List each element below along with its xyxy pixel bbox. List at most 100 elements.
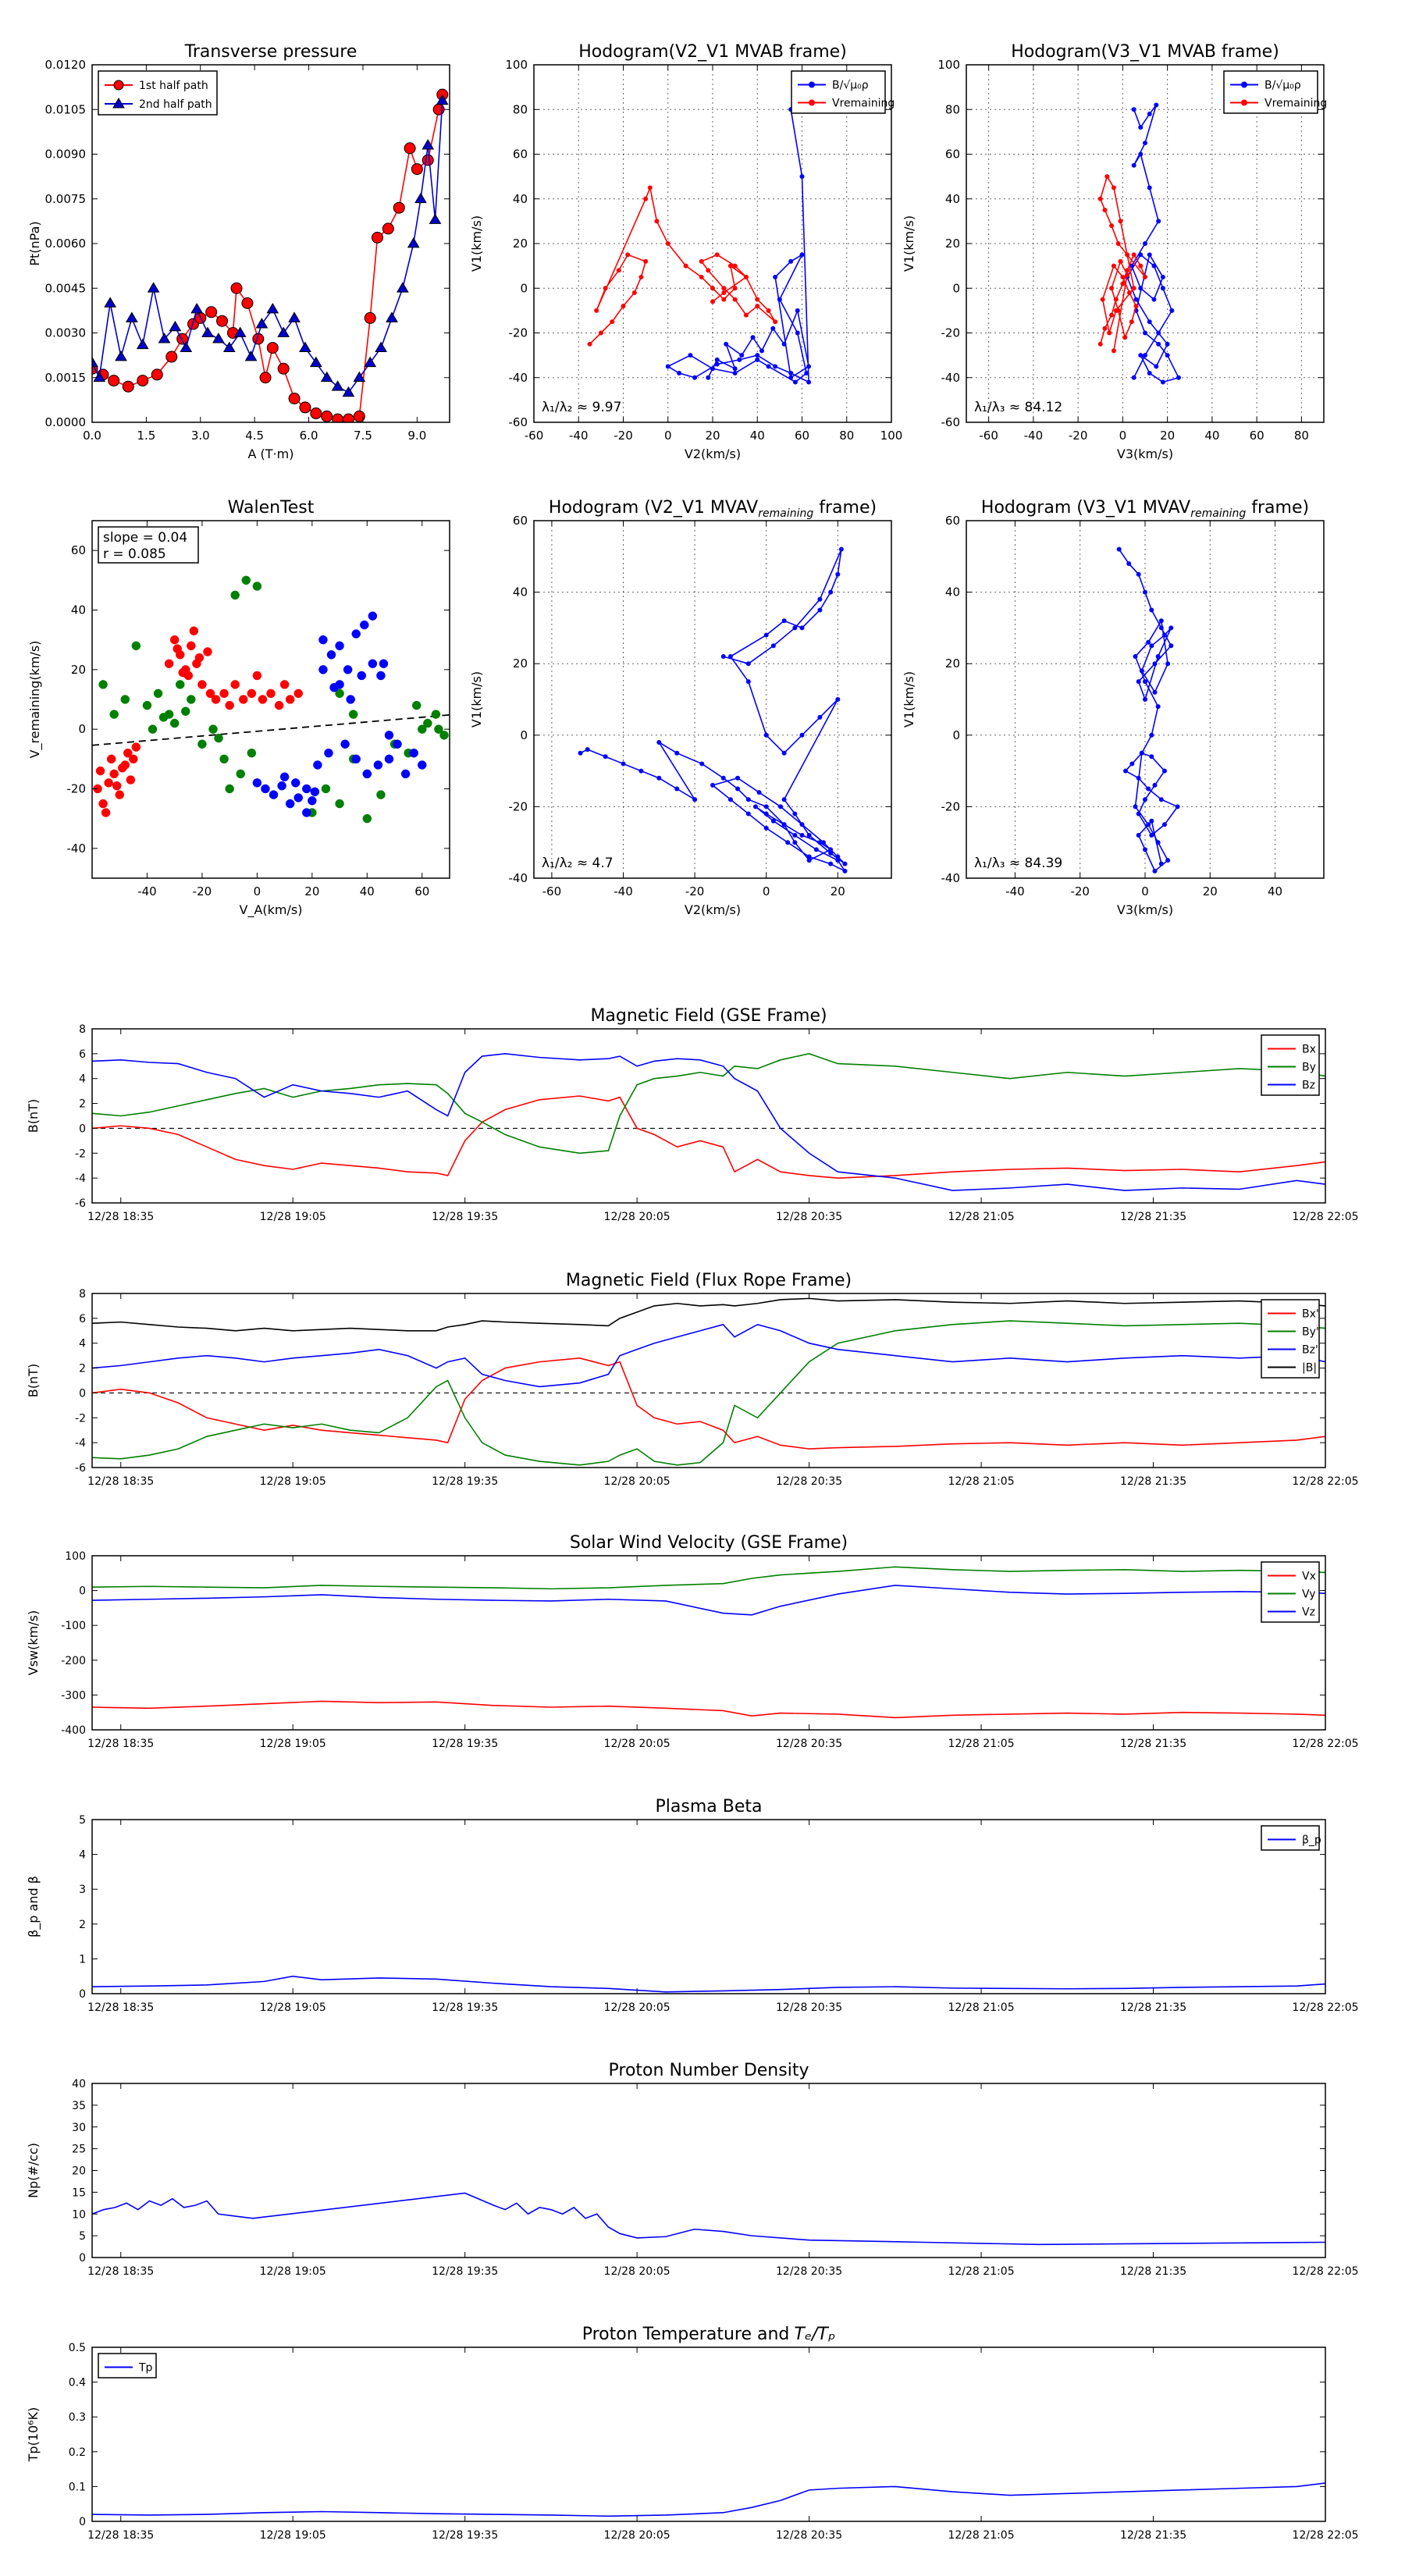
data-point [197, 739, 207, 749]
data-point [95, 766, 105, 776]
chart-beta: 12/28 18:35 12/28 19:05 12/28 19:35 12/28 2… [26, 1797, 1359, 2014]
data-point [755, 357, 760, 362]
x-tick-label: 0 [664, 429, 672, 443]
x-tick-label: 12/28 21:35 [1120, 1211, 1186, 1223]
legend: B/√μ₀ρ Vremaining [1223, 70, 1327, 114]
legend: Tp [98, 2353, 157, 2379]
y-tick-label: 100 [505, 58, 528, 72]
x-tick-label: 12/28 20:05 [604, 1211, 670, 1223]
data-point [781, 341, 787, 347]
data-point [835, 858, 841, 863]
x-tick-label: -20 [1070, 884, 1090, 898]
data-point [1133, 804, 1138, 809]
data-point [692, 375, 698, 380]
data-point [777, 297, 782, 302]
x-tick-label: 12/28 22:05 [1292, 1475, 1358, 1488]
data-point [404, 142, 416, 155]
series-line-0 [92, 94, 443, 420]
chart-title: Magnetic Field (Flux Rope Frame) [566, 1271, 852, 1290]
y-tick-label: 8 [79, 1023, 86, 1036]
data-point [755, 353, 760, 358]
data-point [1107, 330, 1112, 336]
data-point [1165, 341, 1170, 347]
data-point [309, 356, 322, 368]
data-point [1155, 704, 1161, 710]
data-point [585, 747, 590, 753]
data-point [804, 371, 809, 376]
data-point [219, 754, 229, 764]
x-tick-label: 40 [360, 884, 375, 898]
data-point [1158, 797, 1164, 802]
chart-title: Plasma Beta [656, 1797, 763, 1816]
y-tick-label: 40 [945, 192, 960, 206]
series-line-1 [1099, 175, 1146, 351]
data-point [277, 362, 290, 375]
data-point [109, 769, 119, 779]
legend-label: B/√μ₀ρ [832, 80, 869, 92]
data-point [1102, 326, 1108, 331]
data-point [1129, 263, 1134, 269]
data-point [1143, 589, 1147, 595]
y-tick-label: -40 [67, 841, 87, 856]
x-tick-label: -40 [569, 429, 589, 443]
y-tick-label: 6 [79, 1048, 86, 1061]
x-tick-label: 12/28 19:05 [260, 2001, 326, 2014]
x-axis-label: V3(km/s) [1117, 902, 1173, 917]
data-point [1149, 643, 1154, 649]
data-point [799, 732, 805, 738]
data-point [225, 784, 234, 794]
x-tick-label: 12/28 20:05 [604, 1738, 670, 1750]
data-point [112, 781, 122, 791]
data-point [371, 231, 383, 244]
data-point [351, 754, 361, 764]
x-tick-label: 12/28 22:05 [1292, 2529, 1358, 2542]
y-tick-label: 0 [952, 281, 960, 295]
data-point [1131, 286, 1136, 291]
series-line-0 [92, 1975, 1325, 1993]
data-point [735, 786, 741, 792]
data-point [1165, 858, 1171, 863]
y-tick-label: 0 [520, 281, 528, 295]
data-point [1138, 252, 1144, 258]
x-tick-label: 12/28 20:05 [604, 2265, 670, 2278]
data-point [400, 769, 411, 779]
x-tick-label: -20 [193, 884, 212, 898]
series-line-1 [92, 1053, 1325, 1155]
data-point [115, 350, 127, 361]
y-tick-label: -4 [75, 1172, 86, 1185]
y-tick-label: 25 [72, 2144, 86, 2156]
title-end: frame) [1246, 498, 1309, 518]
x-tick-label: -40 [137, 884, 157, 898]
x-tick-label: 6.0 [300, 429, 318, 443]
data-point [752, 804, 758, 809]
y-axis-label: B(nT) [26, 1364, 41, 1397]
data-point [230, 282, 243, 294]
data-point [792, 379, 798, 385]
data-point [219, 688, 229, 699]
title-math: Tₑ/Tₚ [794, 2325, 835, 2344]
y-tick-label: -40 [941, 371, 961, 385]
plot-area [92, 2482, 1325, 2517]
y-tick-label: 0 [79, 2516, 86, 2528]
x-tick-label: -60 [979, 429, 998, 443]
chart-title: Hodogram(V2_V1 MVAB frame) [578, 42, 847, 62]
data-point [285, 695, 295, 704]
data-point [1160, 286, 1165, 291]
data-point [724, 341, 729, 347]
y-tick-label: -60 [941, 415, 961, 429]
data-point [1149, 818, 1154, 824]
data-point [384, 731, 394, 740]
x-tick-label: 40 [1204, 429, 1219, 443]
data-point [1129, 319, 1134, 325]
data-point [792, 833, 798, 838]
y-tick-label: 3 [79, 1884, 86, 1896]
legend-label: By' [1302, 1326, 1319, 1339]
data-point [1161, 768, 1167, 774]
data-point [422, 139, 435, 150]
legend-marker [809, 99, 815, 106]
axes-frame [91, 1555, 1326, 1731]
y-tick-label: -6 [75, 1462, 86, 1475]
data-point [393, 201, 405, 214]
y-tick-label: 0.0000 [45, 415, 87, 429]
data-point [211, 695, 221, 704]
